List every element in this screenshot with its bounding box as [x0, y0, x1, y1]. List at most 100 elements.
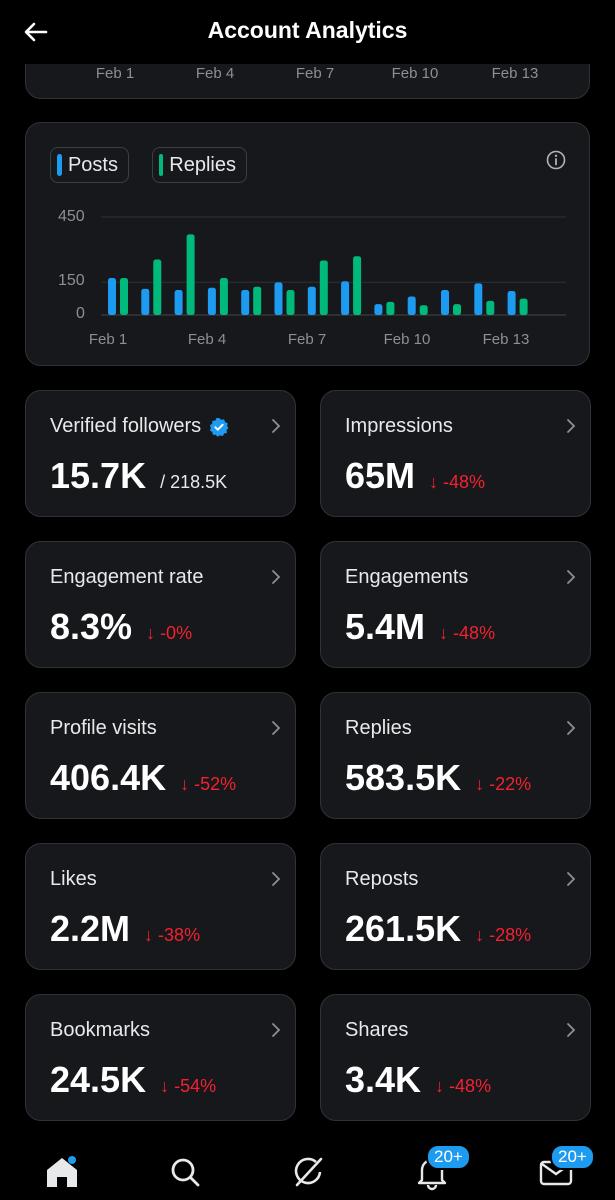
nav-home[interactable]: [42, 1152, 82, 1192]
posts-swatch: [57, 154, 62, 176]
metric-value: 65M: [345, 455, 416, 496]
metric-card-replies[interactable]: Replies 583.5K ↓ -22%: [320, 692, 591, 819]
x-tick-label: Feb 4: [187, 331, 227, 348]
chevron-right-icon: [567, 1023, 576, 1037]
x-tick-label: Feb 1: [95, 65, 135, 82]
bar-posts: [207, 287, 216, 315]
chevron-right-icon: [272, 1023, 281, 1037]
legend-replies-toggle[interactable]: Replies: [152, 147, 247, 183]
nav-search[interactable]: [165, 1152, 205, 1192]
verified-badge-icon: [209, 417, 229, 437]
legend-label: Replies: [169, 153, 236, 176]
metric-label: Engagement rate: [50, 566, 204, 588]
nav-grok[interactable]: [288, 1152, 328, 1192]
y-tick-label: 0: [76, 305, 85, 322]
bar-replies: [319, 260, 328, 315]
metric-value-row: 15.7K / 218.5K: [50, 455, 227, 497]
metric-change: ↓ -48%: [429, 472, 486, 492]
metric-label-wrap: Verified followers: [50, 415, 229, 438]
metric-card-engagement-rate[interactable]: Engagement rate 8.3% ↓ -0%: [25, 541, 296, 668]
bar-posts: [108, 277, 116, 315]
metric-value: 2.2M: [50, 908, 131, 949]
metric-value: 261.5K: [345, 908, 462, 949]
metric-card-reposts[interactable]: Reposts 261.5K ↓ -28%: [320, 843, 591, 970]
bar-posts: [274, 282, 283, 315]
metric-label: Reposts: [345, 868, 419, 890]
bar-replies: [253, 286, 262, 315]
metric-value-row: 3.4K ↓ -48%: [345, 1059, 491, 1101]
bottom-nav: 20+ 20+: [0, 1138, 615, 1200]
bar-replies: [519, 298, 528, 315]
metric-change: ↓ -48%: [439, 623, 496, 643]
bar-posts: [474, 283, 483, 315]
metric-label: Engagements: [345, 566, 469, 588]
metric-card-bookmarks[interactable]: Bookmarks 24.5K ↓ -54%: [25, 994, 296, 1121]
home-icon: [47, 1158, 77, 1187]
page-title: Account Analytics: [207, 17, 408, 43]
replies-swatch: [159, 154, 164, 176]
metric-value: 15.7K: [50, 455, 147, 496]
chevron-right-icon: [567, 419, 576, 433]
chevron-right-icon: [272, 419, 281, 433]
bar-replies: [186, 234, 195, 315]
metric-value: 583.5K: [345, 757, 462, 798]
metric-label: Verified followers: [50, 415, 202, 437]
home-unread-dot: [68, 1156, 76, 1164]
bar-posts: [507, 291, 516, 315]
metric-value-row: 406.4K ↓ -52%: [50, 757, 236, 799]
bar-posts: [141, 288, 150, 315]
metric-label: Shares: [345, 1019, 409, 1041]
metric-value-row: 5.4M ↓ -48%: [345, 606, 495, 648]
metric-card-engagements[interactable]: Engagements 5.4M ↓ -48%: [320, 541, 591, 668]
x-tick-label: Feb 7: [287, 331, 327, 348]
chevron-right-icon: [272, 721, 281, 735]
x-tick-label: Feb 13: [482, 331, 530, 348]
bar-posts: [241, 289, 250, 315]
arrow-left-icon[interactable]: [20, 16, 52, 48]
bar-posts: [374, 304, 383, 315]
metric-total: / 218.5K: [160, 472, 228, 492]
app-header: Account Analytics: [0, 0, 615, 64]
x-tick-label: Feb 13: [491, 65, 539, 82]
legend-posts-toggle[interactable]: Posts: [50, 147, 129, 183]
metric-value-row: 8.3% ↓ -0%: [50, 606, 192, 648]
info-icon[interactable]: [545, 149, 567, 171]
metric-value: 3.4K: [345, 1059, 422, 1100]
bar-posts: [407, 296, 416, 315]
metric-change: ↓ -0%: [146, 623, 193, 643]
metric-value-row: 2.2M ↓ -38%: [50, 908, 200, 950]
bar-replies: [153, 259, 162, 315]
metric-card-shares[interactable]: Shares 3.4K ↓ -48%: [320, 994, 591, 1121]
grok-icon: [294, 1157, 323, 1187]
messages-badge: 20+: [550, 1144, 595, 1170]
metric-card-verified-followers[interactable]: Verified followers 15.7K / 218.5K: [25, 390, 296, 517]
metric-change: ↓ -38%: [144, 925, 201, 945]
bar-replies: [486, 300, 495, 315]
legend-label: Posts: [67, 153, 118, 176]
metric-value: 406.4K: [50, 757, 167, 798]
metric-card-impressions[interactable]: Impressions 65M ↓ -48%: [320, 390, 591, 517]
bar-replies: [419, 305, 428, 315]
bar-posts: [307, 286, 316, 315]
metric-value: 5.4M: [345, 606, 426, 647]
chevron-right-icon: [567, 872, 576, 886]
metric-value-row: 24.5K ↓ -54%: [50, 1059, 216, 1101]
bar-replies: [219, 277, 228, 315]
x-tick-label: Feb 7: [295, 65, 335, 82]
metric-change: ↓ -54%: [160, 1076, 217, 1096]
metric-value: 24.5K: [50, 1059, 147, 1100]
bar-chart: [101, 216, 566, 316]
x-tick-label: Feb 4: [195, 65, 235, 82]
metric-change: ↓ -48%: [435, 1076, 492, 1096]
notifications-badge: 20+: [426, 1144, 471, 1170]
metric-card-likes[interactable]: Likes 2.2M ↓ -38%: [25, 843, 296, 970]
nav-notifications[interactable]: 20+: [412, 1144, 471, 1192]
metric-card-profile-visits[interactable]: Profile visits 406.4K ↓ -52%: [25, 692, 296, 819]
chevron-right-icon: [272, 570, 281, 584]
metric-label: Bookmarks: [50, 1019, 151, 1041]
nav-messages[interactable]: 20+: [536, 1144, 595, 1192]
bar-posts: [341, 281, 350, 315]
y-tick-label: 150: [58, 272, 85, 289]
search-icon: [171, 1158, 200, 1187]
bar-replies: [353, 256, 362, 315]
